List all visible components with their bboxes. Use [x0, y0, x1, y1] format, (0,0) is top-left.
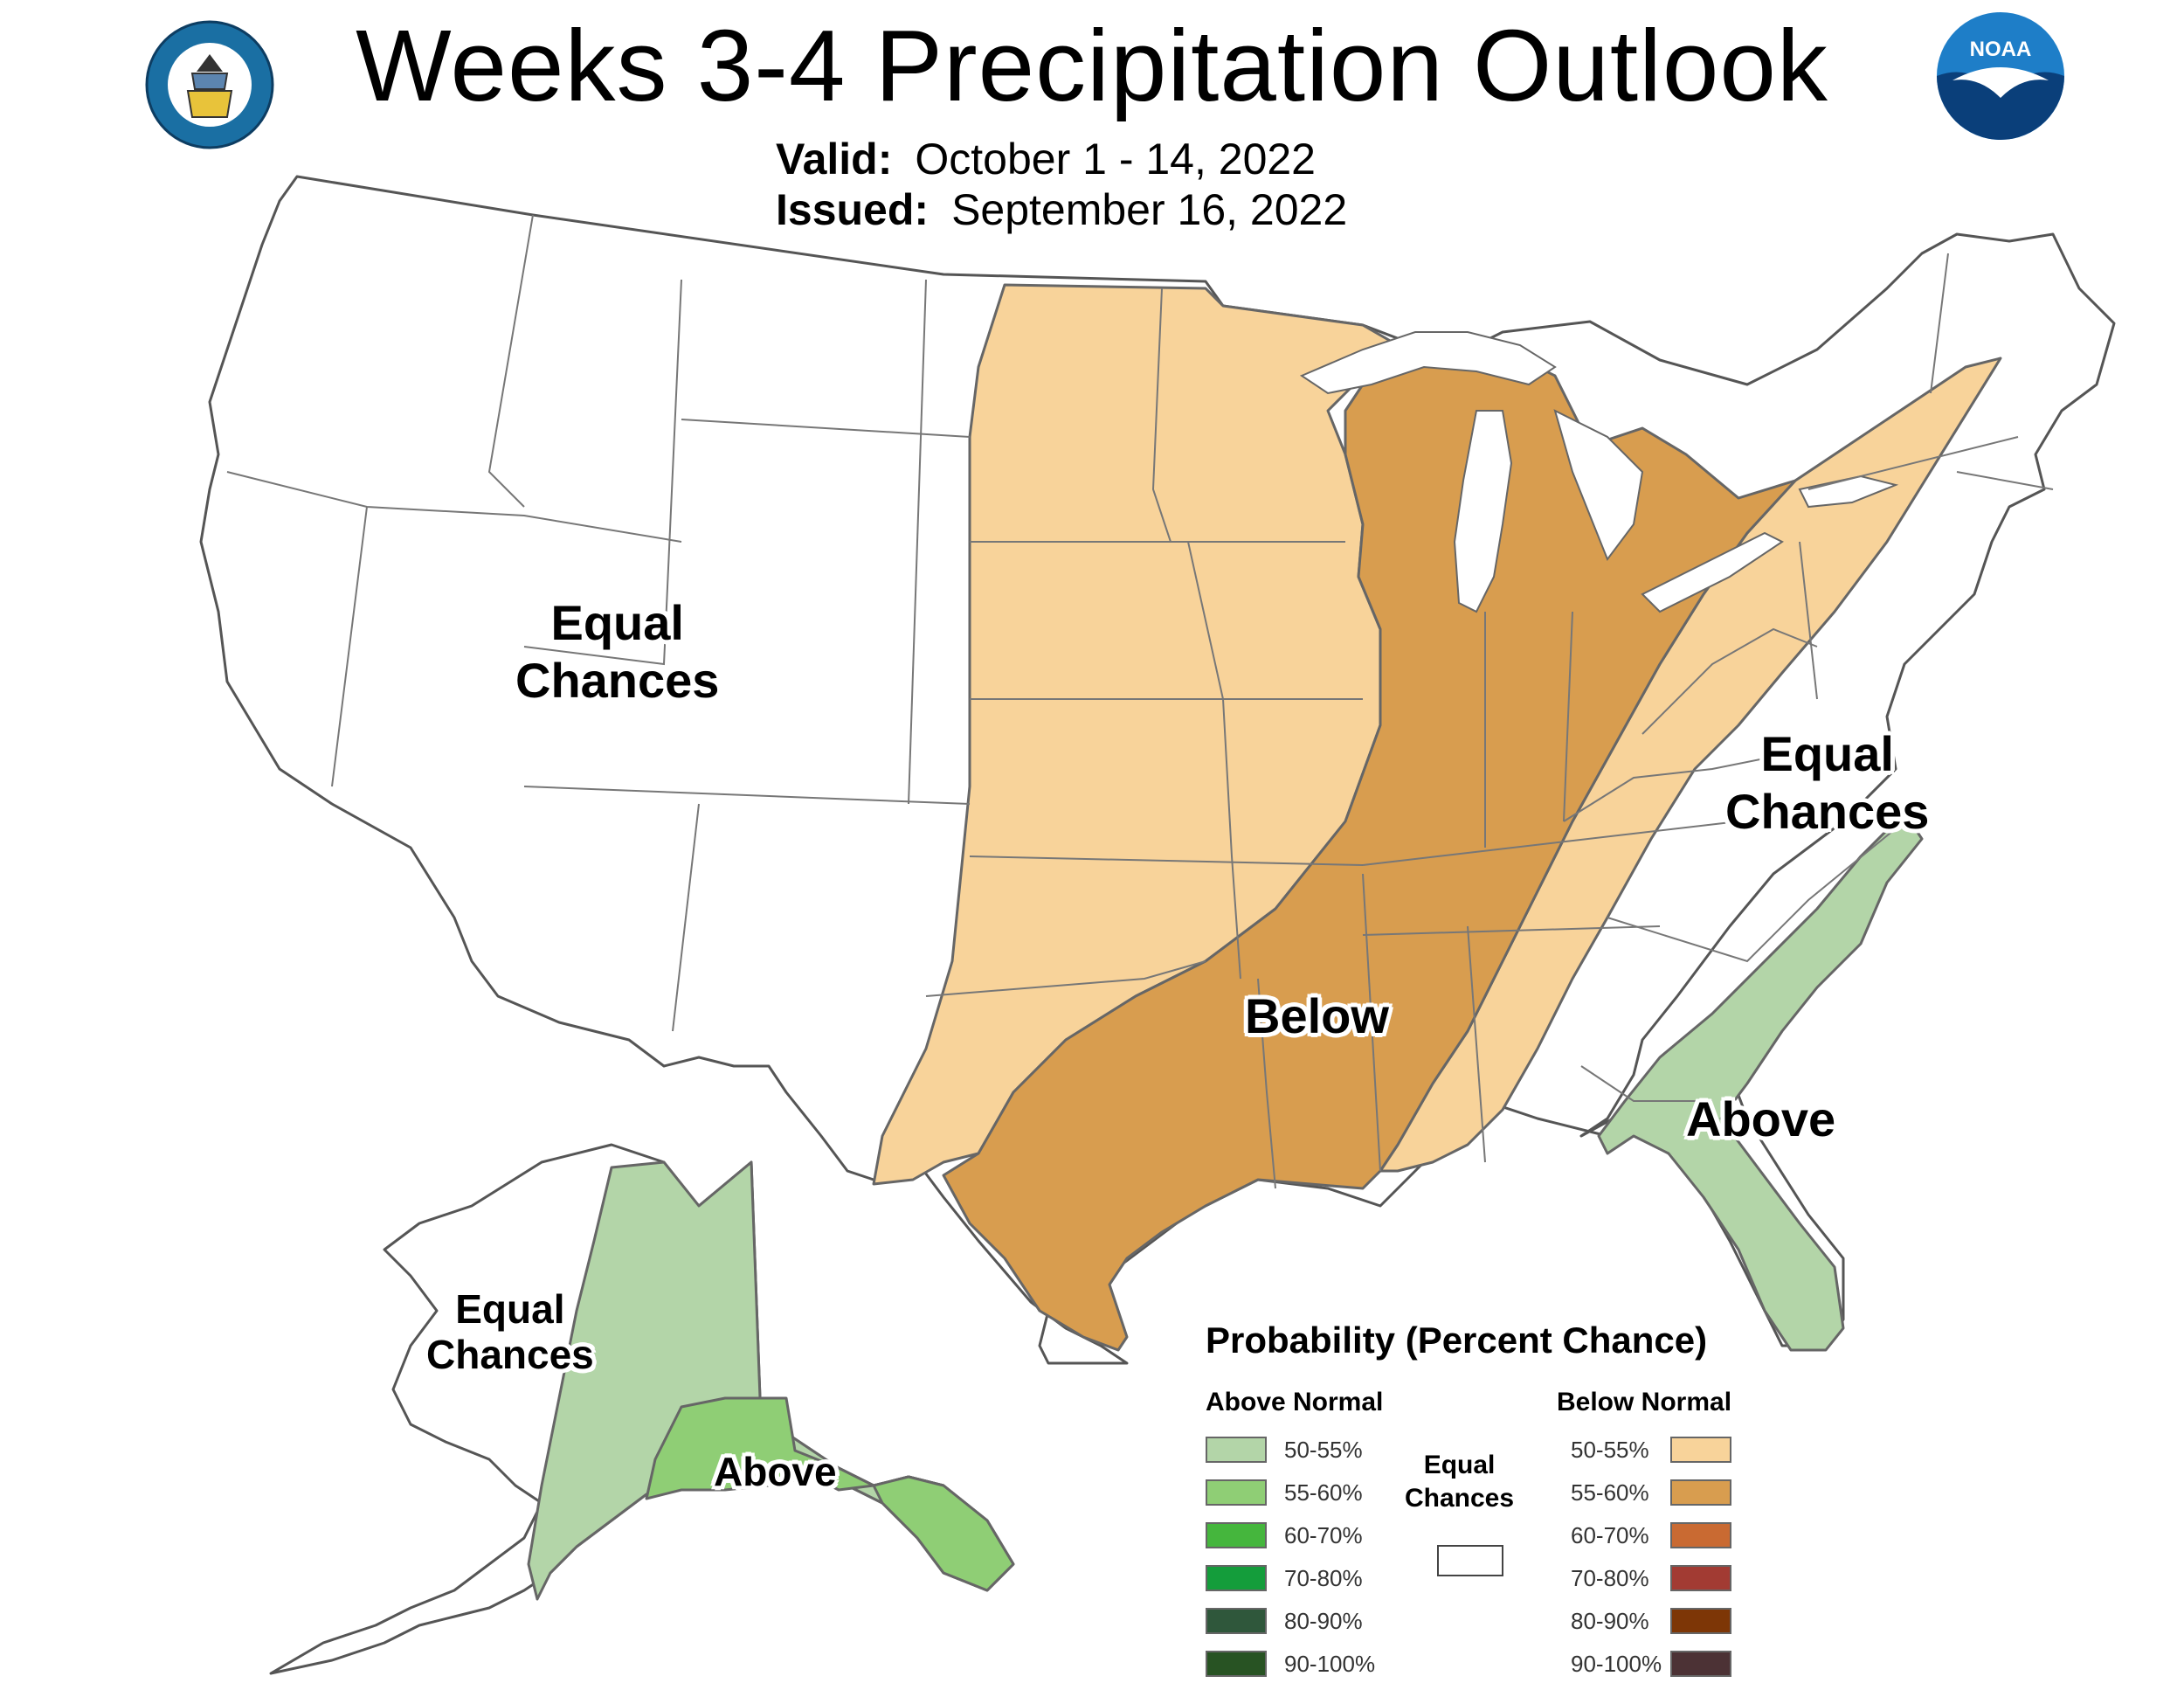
legend-title: Probability (Percent Chance): [1206, 1319, 1708, 1361]
legend-above-range: 70-80%: [1284, 1565, 1363, 1591]
legend-above-swatch: [1206, 1651, 1267, 1677]
noaa-logo: NOAA: [1935, 10, 2066, 142]
legend-below-row: 55-60%: [1557, 1476, 1749, 1519]
legend-above-swatch: [1206, 1522, 1267, 1548]
legend-below-swatch: [1670, 1608, 1731, 1634]
legend-below-column: 50-55% 55-60% 60-70% 70-80% 80-90% 90-100%: [1557, 1433, 1749, 1690]
legend-above-header: Above Normal: [1206, 1388, 1384, 1416]
label-below: Below: [1245, 988, 1389, 1043]
label-southeast-above: Above: [1686, 1091, 1836, 1146]
legend-below-range: 90-100%: [1571, 1651, 1662, 1677]
valid-value: October 1 - 14, 2022: [915, 135, 1316, 184]
legend-equal-chances: Equal Chances: [1405, 1451, 1515, 1513]
legend-above-row: 70-80%: [1206, 1562, 1468, 1604]
issued-label: Issued:: [776, 185, 930, 234]
legend-below-range: 80-90%: [1571, 1608, 1649, 1634]
lake-superior: [1299, 331, 1557, 395]
legend-below-swatch: [1670, 1437, 1731, 1463]
legend-equal-chances-swatch: [1437, 1545, 1503, 1576]
legend-below-row: 70-80%: [1557, 1562, 1749, 1604]
label-east-equal-chances: Equal Chances: [1725, 726, 1930, 839]
valid-line: Valid: October 1 - 14, 2022: [776, 134, 1316, 184]
lake-huron: [1553, 409, 1644, 562]
issued-line: Issued: September 16, 2022: [776, 184, 1347, 235]
legend-above-swatch: [1206, 1479, 1267, 1506]
legend-below-range: 70-80%: [1571, 1565, 1649, 1591]
legend-above-row: 80-90%: [1206, 1604, 1468, 1647]
label-alaska-equal-chances: Equal Chances: [426, 1286, 594, 1377]
legend-below-swatch: [1670, 1479, 1731, 1506]
above-55-60-region-alaska: [645, 1396, 875, 1500]
legend-below-swatch: [1670, 1651, 1731, 1677]
legend-below-range: 60-70%: [1571, 1522, 1649, 1548]
legend-below-header: Below Normal: [1557, 1388, 1732, 1416]
legend-above-range: 50-55%: [1284, 1437, 1363, 1463]
lake-erie: [1641, 531, 1784, 613]
legend-below-swatch: [1670, 1565, 1731, 1591]
above-50-55-region-southeast: [1597, 811, 1924, 1352]
above-55-60-region-alaska-panhandle: [872, 1475, 1015, 1592]
department-of-commerce-seal: [144, 19, 275, 150]
legend-below-row: 80-90%: [1557, 1604, 1749, 1647]
legend-below-swatch: [1670, 1522, 1731, 1548]
legend-above-row: 60-70%: [1206, 1519, 1468, 1562]
legend-above-range: 60-70%: [1284, 1522, 1363, 1548]
legend-below-row: 90-100%: [1557, 1647, 1749, 1690]
noaa-logo-text: NOAA: [1970, 38, 2032, 61]
legend-below-row: 50-55%: [1557, 1433, 1749, 1476]
legend-above-row: 55-60%: [1206, 1476, 1468, 1519]
legend-below-row: 60-70%: [1557, 1519, 1749, 1562]
below-55-60-region: [942, 348, 1797, 1352]
legend-above-row: 50-55%: [1206, 1433, 1468, 1476]
legend-above-column: 50-55% 55-60% 60-70% 70-80% 80-90% 90-100%: [1206, 1433, 1468, 1690]
lake-michigan: [1453, 410, 1513, 613]
legend-above-swatch: [1206, 1437, 1267, 1463]
valid-label: Valid:: [776, 135, 893, 184]
legend-above-swatch: [1206, 1608, 1267, 1634]
issued-value: September 16, 2022: [951, 185, 1348, 234]
legend-above-row: 90-100%: [1206, 1647, 1468, 1690]
legend-above-range: 90-100%: [1284, 1651, 1376, 1677]
label-alaska-above: Above: [714, 1449, 837, 1494]
state-boundaries: [226, 214, 2054, 1189]
legend-below-range: 55-60%: [1571, 1479, 1649, 1506]
legend-above-range: 55-60%: [1284, 1479, 1363, 1506]
page-title: Weeks 3-4 Precipitation Outlook: [356, 9, 1828, 122]
legend-above-range: 80-90%: [1284, 1608, 1363, 1634]
legend-below-range: 50-55%: [1571, 1437, 1649, 1463]
legend-above-swatch: [1206, 1565, 1267, 1591]
label-west-equal-chances: Equal Chances: [515, 595, 720, 708]
